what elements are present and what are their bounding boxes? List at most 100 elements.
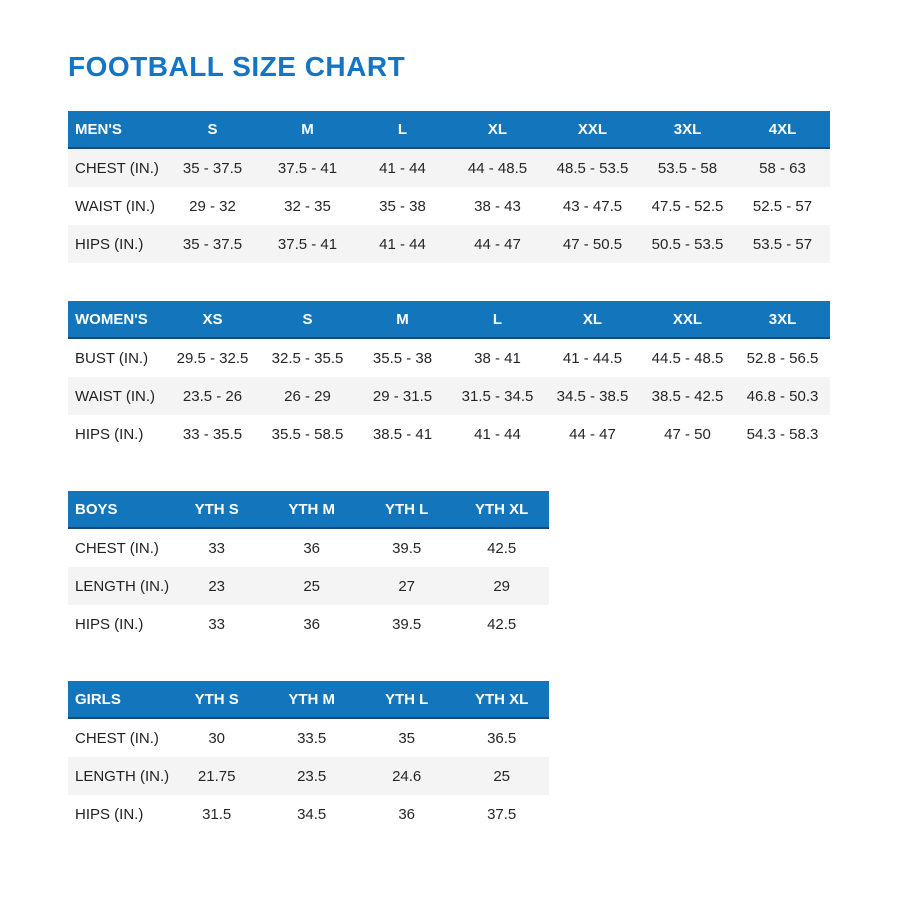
measurement-value: 23.5: [297, 767, 327, 785]
size-column-header: XXL: [640, 301, 735, 339]
measurement-value: 33: [208, 615, 226, 633]
measurement-label: BUST (IN.): [75, 349, 149, 367]
size-column-header: M: [260, 111, 355, 149]
measurement-value: 36: [303, 539, 321, 557]
size-table-mens: MEN'S S M L XL XXL 3XL 4XL CHEST (IN.) 35 - 37.5 3…: [68, 111, 830, 263]
size-column-header: YTH XL: [454, 491, 550, 529]
size-table-header-girls: GIRLS YTH S YTH M YTH L YTH XL: [68, 681, 550, 719]
measurement-label: CHEST (IN.): [75, 729, 159, 747]
measurement-value: 37.5 - 41: [277, 235, 338, 253]
measurement-value: 48.5 - 53.5: [556, 159, 629, 177]
measurement-value: 47.5 - 52.5: [651, 197, 724, 215]
header-row: BOYS YTH S YTH M YTH L YTH XL: [68, 491, 550, 529]
measurement-value: 30: [208, 729, 226, 747]
measurement-value: 24.6: [392, 767, 422, 785]
measurement-value: 37.5 - 41: [277, 159, 338, 177]
measurement-value: 38.5 - 42.5: [651, 387, 724, 405]
measurement-value: 47 - 50: [664, 425, 711, 443]
size-column-header: M: [355, 301, 450, 339]
size-column-header: YTH L: [359, 491, 455, 529]
measurement-value: 44.5 - 48.5: [651, 349, 724, 367]
measurement-value: 42.5: [487, 539, 517, 557]
measurement-label: HIPS (IN.): [75, 235, 144, 253]
table-row: LENGTH (IN.) 21.75 23.5 24.6 25: [68, 757, 550, 795]
table-name-womens: WOMEN'S: [68, 301, 165, 339]
measurement-value: 39.5: [392, 615, 422, 633]
measurement-value: 53.5 - 57: [752, 235, 813, 253]
measurement-value: 54.3 - 58.3: [746, 425, 819, 443]
size-column-header: YTH XL: [454, 681, 550, 719]
size-column-header: S: [165, 111, 260, 149]
measurement-value: 53.5 - 58: [657, 159, 718, 177]
measurement-value: 50.5 - 53.5: [651, 235, 724, 253]
measurement-value: 36: [398, 805, 416, 823]
header-row: GIRLS YTH S YTH M YTH L YTH XL: [68, 681, 550, 719]
measurement-value: 34.5: [297, 805, 327, 823]
measurement-value: 58 - 63: [759, 159, 806, 177]
measurement-value: 36.5: [487, 729, 517, 747]
measurement-value: 29.5 - 32.5: [176, 349, 249, 367]
size-table-body-boys: CHEST (IN.) 33 36 39.5 42.5 LENGTH (IN.) 23 25 2…: [68, 528, 550, 643]
table-row: LENGTH (IN.) 23 25 27 29: [68, 567, 550, 605]
table-name-girls: GIRLS: [68, 681, 170, 719]
measurement-label: CHEST (IN.): [75, 539, 159, 557]
page-title: FOOTBALL SIZE CHART: [68, 51, 406, 82]
measurement-value: 37.5: [487, 805, 517, 823]
size-table-body-girls: CHEST (IN.) 30 33.5 35 36.5 LENGTH (IN.) 21.75…: [68, 718, 550, 833]
size-column-header: XXL: [545, 111, 640, 149]
table-row: CHEST (IN.) 33 36 39.5 42.5: [68, 528, 549, 567]
measurement-value: 35 - 38: [379, 197, 426, 215]
measurement-value: 43 - 47.5: [562, 197, 623, 215]
table-row: CHEST (IN.) 35 - 37.5 37.5 - 41 41 - 44 44 -…: [68, 148, 830, 187]
measurement-value: 21.75: [197, 767, 236, 785]
measurement-value: 35 - 37.5: [182, 159, 243, 177]
table-name-mens: MEN'S: [68, 111, 165, 149]
size-column-header: XL: [450, 111, 545, 149]
size-table-boys: BOYS YTH S YTH M YTH L YTH XL CHEST (IN.) 33 36…: [68, 491, 550, 643]
size-table-womens: WOMEN'S XS S M L XL XXL 3XL BUST (IN.) 29.5 - 32.…: [68, 301, 830, 453]
measurement-value: 33.5: [297, 729, 327, 747]
measurement-value: 41 - 44: [474, 425, 521, 443]
measurement-value: 41 - 44.5: [562, 349, 623, 367]
size-column-header: 3XL: [735, 301, 830, 339]
measurement-value: 35 - 37.5: [182, 235, 243, 253]
size-column-header: YTH M: [264, 681, 360, 719]
measurement-label: HIPS (IN.): [75, 805, 144, 823]
table-row: HIPS (IN.) 35 - 37.5 37.5 - 41 41 - 44 44 - …: [68, 225, 830, 263]
size-table-body-womens: BUST (IN.) 29.5 - 32.5 32.5 - 35.5 35.5 - 3…: [68, 338, 830, 453]
measurement-value: 41 - 44: [379, 235, 426, 253]
size-column-header: 4XL: [735, 111, 830, 149]
header-row: WOMEN'S XS S M L XL XXL 3XL: [68, 301, 830, 339]
size-column-header: YTH L: [359, 681, 455, 719]
size-column-header: L: [355, 111, 450, 149]
size-table-header-womens: WOMEN'S XS S M L XL XXL 3XL: [68, 301, 830, 339]
measurement-label: CHEST (IN.): [75, 159, 159, 177]
size-column-header: XS: [165, 301, 260, 339]
size-tables-container: MEN'S S M L XL XXL 3XL 4XL CHEST (IN.) 35 - 37.5 3…: [68, 111, 900, 833]
measurement-value: 25: [303, 577, 321, 595]
measurement-value: 35.5 - 38: [372, 349, 433, 367]
size-table-girls: GIRLS YTH S YTH M YTH L YTH XL CHEST (IN.) 30 3…: [68, 681, 550, 833]
measurement-value: 29 - 31.5: [372, 387, 433, 405]
measurement-value: 31.5: [202, 805, 232, 823]
measurement-value: 36: [303, 615, 321, 633]
measurement-label: WAIST (IN.): [75, 197, 155, 215]
size-chart-page: FOOTBALL SIZE CHART MEN'S S M L XL XXL 3XL 4XL C…: [68, 51, 900, 833]
measurement-value: 33 - 35.5: [182, 425, 243, 443]
measurement-label: HIPS (IN.): [75, 615, 144, 633]
measurement-value: 35.5 - 58.5: [271, 425, 344, 443]
size-column-header: YTH S: [169, 681, 265, 719]
table-row: HIPS (IN.) 31.5 34.5 36 37.5: [68, 795, 549, 833]
size-column-header: 3XL: [640, 111, 735, 149]
measurement-value: 38.5 - 41: [372, 425, 433, 443]
measurement-value: 52.5 - 57: [752, 197, 813, 215]
measurement-value: 44 - 47: [569, 425, 616, 443]
table-name-boys: BOYS: [68, 491, 170, 529]
measurement-label: WAIST (IN.): [75, 387, 155, 405]
size-column-header: L: [450, 301, 545, 339]
table-row: WAIST (IN.) 29 - 32 32 - 35 35 - 38 38 - 43 4…: [68, 187, 830, 225]
measurement-value: 23: [208, 577, 226, 595]
table-row: HIPS (IN.) 33 - 35.5 35.5 - 58.5 38.5 - 41 4…: [68, 415, 830, 453]
table-row: BUST (IN.) 29.5 - 32.5 32.5 - 35.5 35.5 - 3…: [68, 338, 830, 377]
header-row: MEN'S S M L XL XXL 3XL 4XL: [68, 111, 830, 149]
